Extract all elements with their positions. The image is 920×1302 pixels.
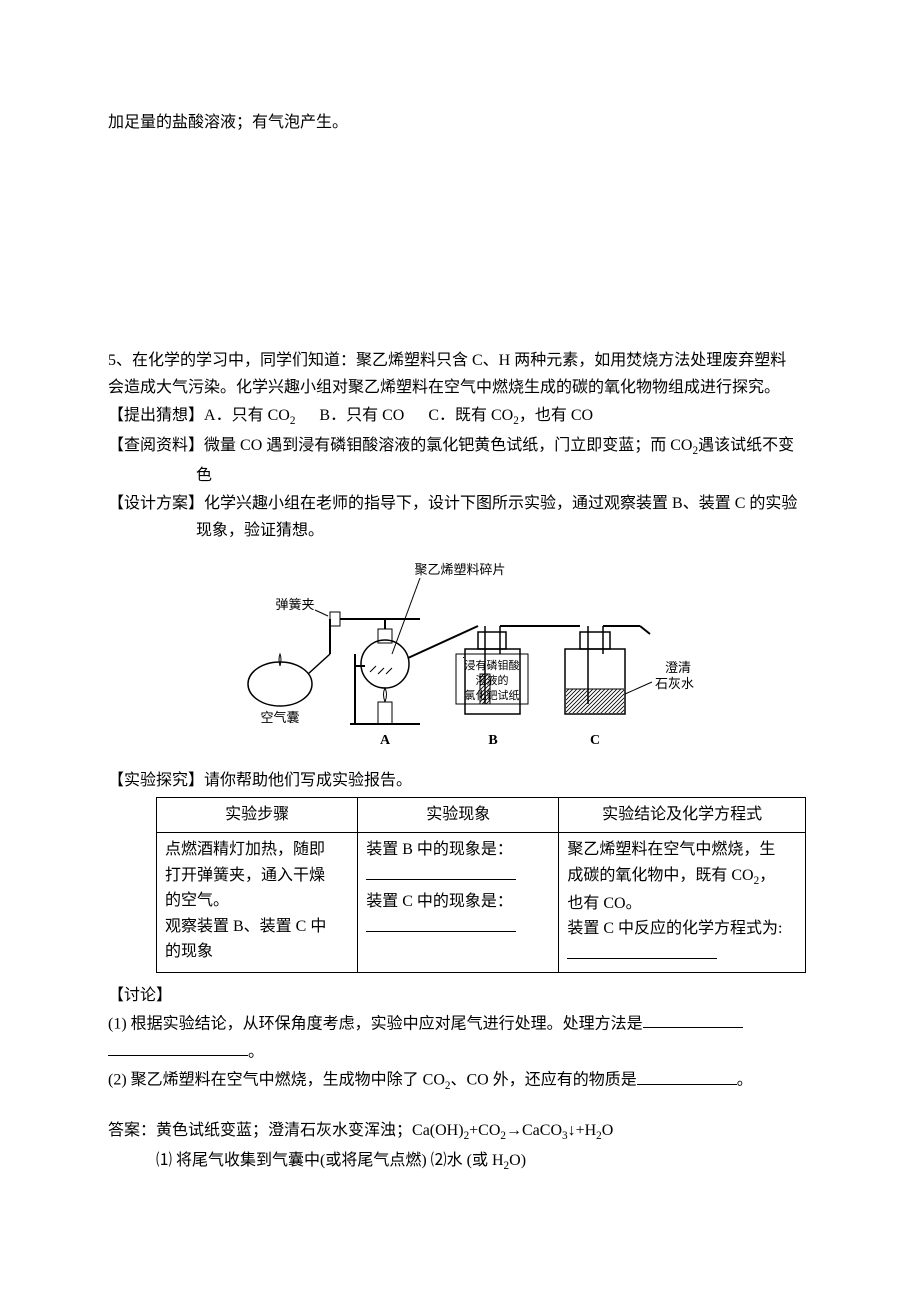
label-clip: 弹簧夹 [275,597,314,612]
design-line1: 【设计方案】化学兴趣小组在老师的指导下，设计下图所示实验，通过观察装置 B、装置… [108,491,812,517]
blank-d1a [643,1011,743,1029]
c2l1: 装置 B 中的现象是： [366,837,550,863]
label-airbag: 空气囊 [260,710,299,725]
ans2b: O) [509,1152,526,1169]
ans1e: O [602,1122,614,1139]
c1l2: 打开弹簧夹，通入干燥 [165,863,349,889]
answer-line2: ⑴ 将尾气收集到气囊中(或将尾气点燃) ⑵水 (或 H2O) [108,1148,812,1176]
c1l1: 点燃酒精灯加热，随即 [165,837,349,863]
c2l3: 装置 C 中的现象是： [366,889,550,915]
reference-line1: 【查阅资料】微量 CO 遇到浸有磷钼酸溶液的氯化钯黄色试纸，门立即变蓝；而 CO… [108,433,812,461]
q5-line1: 5、在化学的学习中，同学们知道：聚乙烯塑料只含 C、H 两种元素，如用焚烧方法处… [108,348,812,374]
th-step: 实验步骤 [157,798,358,833]
ans2a: ⑴ 将尾气收集到气囊中(或将尾气点燃) ⑵水 (或 H [156,1152,504,1169]
guess-a: A．只有 CO [204,407,290,424]
blank-d1b [108,1039,248,1057]
answer-line1: 答案：黄色试纸变蓝；澄清石灰水变浑浊；Ca(OH)2+CO2→CaCO3↓+H2… [108,1118,812,1146]
discuss-2: (2) 聚乙烯塑料在空气中燃烧，生成物中除了 CO2、CO 外，还应有的物质是。 [108,1067,812,1096]
q5-line2: 会造成大气污染。化学兴趣小组对聚乙烯塑料在空气中燃烧生成的碳的氧化物物组成进行探… [108,375,812,401]
ans1d: ↓+H [568,1122,597,1139]
cell-phen: 装置 B 中的现象是： 装置 C 中的现象是： [358,832,559,972]
apparatus-diagram: 空气囊 弹簧夹 A 聚乙烯塑料碎片 B C [220,554,700,754]
ans-label: 答案： [108,1122,156,1139]
th-concl: 实验结论及化学方程式 [559,798,806,833]
label-paper-l1: 浸有磷钼酸 [465,658,520,672]
exp-label: 【实验探究】 [108,772,204,789]
ans1a: 黄色试纸变蓝；澄清石灰水变浑浊；Ca(OH) [156,1122,464,1139]
guess-b: B．只有 CO [319,407,404,424]
exp-text: 请你帮助他们写成实验报告。 [204,772,412,789]
reference-line2: 色 [108,463,812,489]
cell-concl: 聚乙烯塑料在空气中燃烧，生 成碳的氧化物中，既有 CO2， 也有 CO。 装置 … [559,832,806,972]
label-a: A [380,733,391,748]
label-c: C [590,733,600,748]
c3l2a: 成碳的氧化物中，既有 CO [567,867,753,884]
c3l2b: ， [759,867,775,884]
discuss-1b: 。 [108,1039,812,1065]
d1-end: 。 [248,1043,264,1060]
ref-text1: 微量 CO 遇到浸有磷钼酸溶液的氯化钯黄色试纸，门立即变蓝；而 CO [204,437,692,454]
label-plastic: 聚乙烯塑料碎片 [414,562,505,577]
ans1b: +CO [469,1122,500,1139]
guess-label: 【提出猜想】 [108,407,204,424]
label-lime-l2: 石灰水 [655,676,694,691]
guess-line: 【提出猜想】A．只有 CO2 B．只有 CO C．既有 CO2，也有 CO [108,403,812,431]
c3l4: 装置 C 中反应的化学方程式为: [567,916,797,942]
exp-line: 【实验探究】请你帮助他们写成实验报告。 [108,768,812,794]
d1-text: (1) 根据实验结论，从环保角度考虑，实验中应对尾气进行处理。处理方法是 [108,1015,643,1032]
label-paper-l2: 溶液的 [476,673,509,687]
design-label: 【设计方案】 [108,495,204,512]
discuss-label: 【讨论】 [108,983,812,1009]
blank-b [366,863,516,881]
th-phen: 实验现象 [358,798,559,833]
c1l3: 的空气。 [165,888,349,914]
label-lime-l1: 澄清 [665,660,691,675]
blank-d2 [637,1067,737,1085]
d2-end: 。 [737,1072,753,1089]
blank-c [366,914,516,932]
guess-c-2: ，也有 CO [519,407,593,424]
ref-label: 【查阅资料】 [108,437,204,454]
d2a: (2) 聚乙烯塑料在空气中燃烧，生成物中除了 CO [108,1072,445,1089]
top-fragment: 加足量的盐酸溶液；有气泡产生。 [108,110,812,136]
ans1c: →CaCO [506,1122,562,1139]
guess-a-sub: 2 [290,415,296,427]
d2b: 、CO 外，还应有的物质是 [450,1072,636,1089]
apparatus-diagram-wrap: 空气囊 弹簧夹 A 聚乙烯塑料碎片 B C [108,554,812,754]
ref-text2: 遇该试纸不变 [698,437,794,454]
design-line2: 现象，验证猜想。 [108,518,812,544]
discuss-1: (1) 根据实验结论，从环保角度考虑，实验中应对尾气进行处理。处理方法是 [108,1011,812,1037]
c3l1: 聚乙烯塑料在空气中燃烧，生 [567,837,797,863]
c3l3: 也有 CO。 [567,891,797,917]
design-text1: 化学兴趣小组在老师的指导下，设计下图所示实验，通过观察装置 B、装置 C 的实验 [204,495,797,512]
experiment-table: 实验步骤 实验现象 实验结论及化学方程式 点燃酒精灯加热，随即 打开弹簧夹，通入… [156,797,806,973]
guess-c-1: C．既有 CO [428,407,513,424]
label-b: B [488,733,497,748]
c1l4: 观察装置 B、装置 C 中 [165,914,349,940]
cell-step: 点燃酒精灯加热，随即 打开弹簧夹，通入干燥 的空气。 观察装置 B、装置 C 中… [157,832,358,972]
blank-eq [567,942,717,960]
c1l5: 的现象 [165,939,349,965]
label-paper-l3: 氯化钯试纸 [465,688,520,702]
